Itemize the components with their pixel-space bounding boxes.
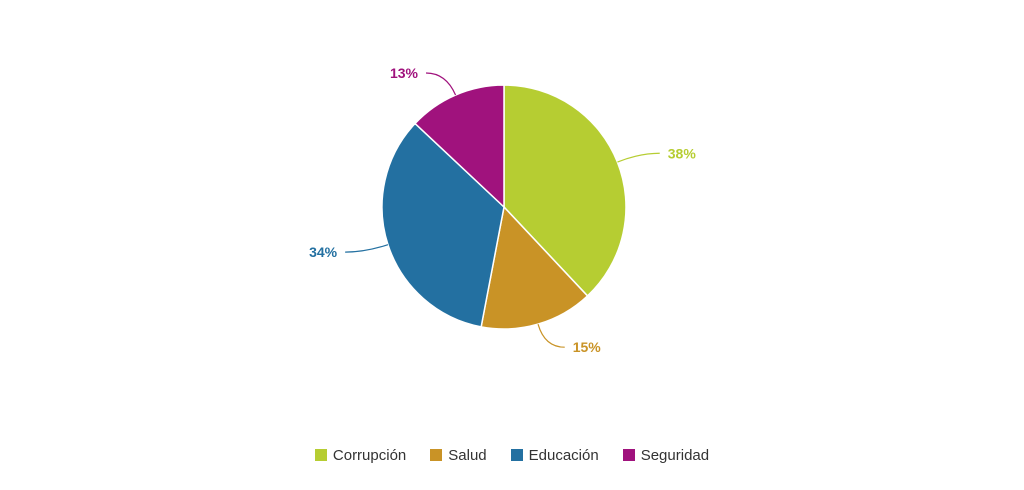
pie-slice-corrupcion (503, 84, 627, 297)
legend-label: Corrupción (332, 446, 407, 464)
legend-label: Salud (448, 446, 487, 464)
data-label-salud: 15% (573, 339, 602, 355)
legend: Corrupción Salud Educación Seguridad (0, 444, 1024, 466)
label-connector-educacion (345, 244, 389, 253)
legend-label: Educación (528, 446, 599, 464)
data-label-seguridad: 13% (390, 65, 419, 81)
legend-swatch (314, 449, 327, 461)
data-label-corrupcion: 38% (668, 145, 697, 161)
legend-item-seguridad[interactable]: Seguridad (622, 446, 710, 464)
legend-label: Seguridad (640, 446, 710, 464)
label-connector-seguridad (426, 72, 457, 96)
legend-swatch (430, 449, 443, 461)
legend-item-educacion[interactable]: Educación (510, 446, 599, 464)
legend-swatch (622, 449, 635, 461)
pie-slice-salud (480, 206, 589, 330)
pie-slice-seguridad (414, 84, 505, 208)
data-label-educacion: 34% (309, 244, 338, 260)
label-connector-salud (537, 323, 565, 348)
pie-slice-educacion (381, 122, 505, 328)
legend-item-salud[interactable]: Salud (430, 446, 487, 464)
legend-swatch (510, 449, 523, 461)
legend-item-corrupcion[interactable]: Corrupción (314, 446, 407, 464)
label-connector-corrupcion (617, 152, 660, 163)
